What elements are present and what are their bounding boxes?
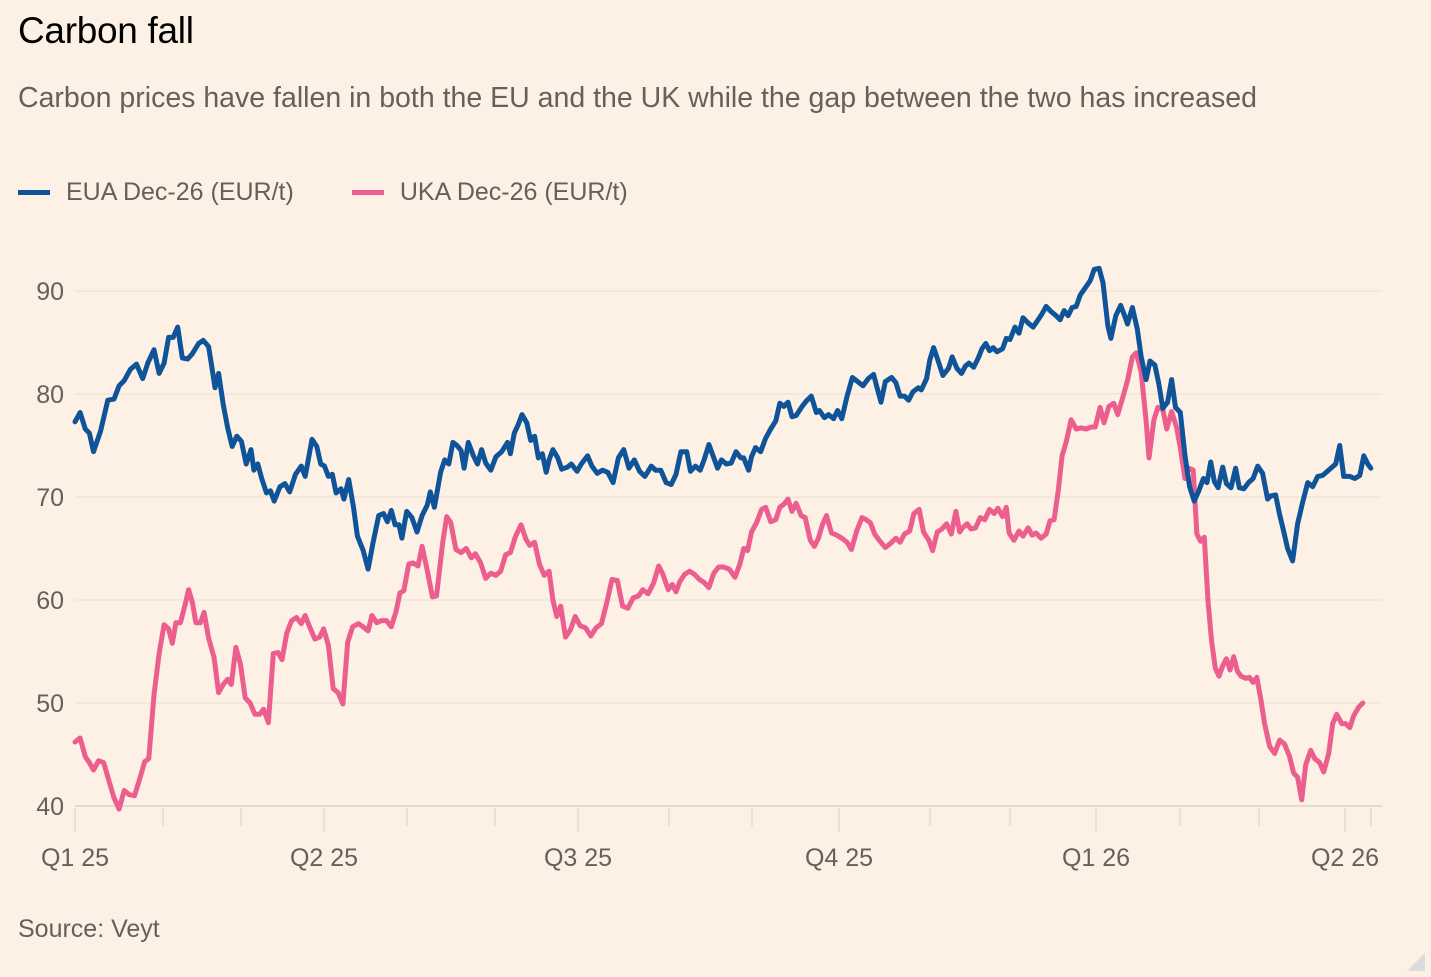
- x-axis: Q1 25 Q2 25 Q3 25 Q4 25 Q1 26 Q2 26: [41, 808, 1379, 872]
- x-tick-label: Q2 26: [1311, 844, 1379, 872]
- x-tick-label: Q1 26: [1062, 844, 1130, 872]
- y-tick-label: 70: [36, 484, 64, 512]
- x-tick-label: Q4 25: [805, 844, 873, 872]
- legend-swatch-uka: [351, 190, 384, 195]
- legend: EUA Dec-26 (EUR/t) UKA Dec-26 (EUR/t): [18, 178, 628, 207]
- x-tick-label: Q2 25: [290, 844, 358, 872]
- series-line-uka: [72, 350, 1366, 812]
- resize-handle-icon[interactable]: [1407, 953, 1425, 971]
- source-note: Source: Veyt: [18, 915, 160, 943]
- y-tick-label: 80: [36, 381, 64, 409]
- legend-item-uka: UKA Dec-26 (EUR/t): [351, 178, 628, 207]
- y-axis: 40 50 60 70 80 90: [36, 278, 64, 821]
- y-tick-label: 60: [36, 587, 64, 615]
- legend-item-eua: EUA Dec-26 (EUR/t): [18, 178, 294, 207]
- x-tick-label: Q1 25: [41, 844, 109, 872]
- chart-subtitle: Carbon prices have fallen in both the EU…: [18, 82, 1257, 114]
- legend-swatch-eua: [18, 190, 50, 195]
- y-tick-label: 40: [36, 793, 64, 821]
- gridlines: [75, 290, 1382, 807]
- legend-label-uka: UKA Dec-26 (EUR/t): [399, 178, 628, 206]
- chart-title: Carbon fall: [18, 10, 194, 51]
- y-tick-label: 50: [36, 690, 64, 718]
- legend-label-eua: EUA Dec-26 (EUR/t): [66, 178, 294, 206]
- y-tick-label: 90: [36, 278, 64, 306]
- series-lines: [72, 265, 1374, 812]
- x-tick-label: Q3 25: [544, 844, 612, 872]
- series-line-eua: [72, 265, 1374, 572]
